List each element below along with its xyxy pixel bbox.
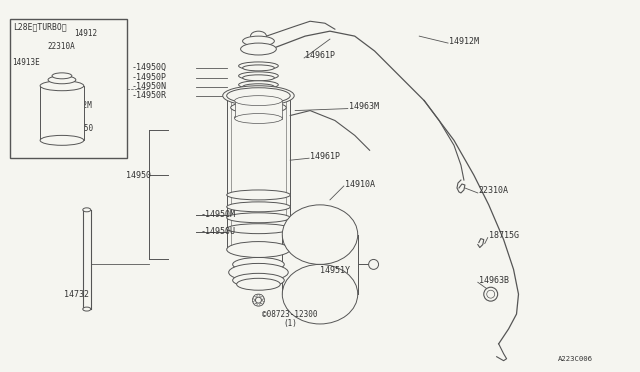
Text: 14912: 14912 — [74, 29, 97, 38]
Ellipse shape — [233, 257, 284, 271]
Ellipse shape — [40, 135, 84, 145]
Ellipse shape — [250, 31, 266, 41]
Ellipse shape — [282, 205, 358, 264]
Text: A223C006: A223C006 — [558, 356, 593, 362]
Circle shape — [255, 295, 257, 297]
Text: 14913E: 14913E — [12, 58, 40, 67]
Bar — [235, 101, 282, 119]
Circle shape — [484, 287, 498, 301]
Circle shape — [253, 294, 264, 306]
Bar — [40, 86, 84, 140]
Text: 22310A: 22310A — [47, 42, 75, 51]
Circle shape — [369, 259, 378, 269]
Text: 14732: 14732 — [64, 290, 89, 299]
Ellipse shape — [40, 81, 84, 91]
Text: 14910A: 14910A — [345, 180, 375, 189]
Ellipse shape — [227, 190, 290, 200]
Text: 22310A: 22310A — [479, 186, 509, 195]
Circle shape — [252, 299, 255, 301]
Ellipse shape — [227, 241, 290, 257]
Circle shape — [255, 303, 257, 306]
Ellipse shape — [83, 307, 91, 311]
Circle shape — [255, 297, 262, 303]
Ellipse shape — [235, 113, 282, 124]
Ellipse shape — [243, 93, 275, 99]
Ellipse shape — [227, 88, 290, 104]
Ellipse shape — [239, 72, 278, 80]
Ellipse shape — [227, 202, 290, 212]
Text: 18715G: 18715G — [489, 231, 519, 240]
Ellipse shape — [243, 75, 275, 81]
Text: -14950N: -14950N — [131, 82, 166, 91]
Ellipse shape — [227, 224, 290, 234]
Ellipse shape — [243, 84, 275, 90]
Text: 14963B: 14963B — [479, 276, 509, 285]
Circle shape — [262, 299, 264, 301]
Circle shape — [260, 303, 262, 306]
Ellipse shape — [239, 81, 278, 89]
Ellipse shape — [235, 96, 282, 106]
Ellipse shape — [227, 213, 290, 223]
Text: 14961P: 14961P — [310, 152, 340, 161]
Ellipse shape — [48, 76, 76, 84]
Text: 14950: 14950 — [70, 124, 93, 133]
Text: -14950U: -14950U — [201, 227, 236, 236]
Ellipse shape — [239, 62, 278, 70]
Ellipse shape — [243, 36, 275, 46]
Circle shape — [487, 290, 495, 298]
Ellipse shape — [241, 43, 276, 55]
Text: 14912M: 14912M — [64, 101, 92, 110]
Ellipse shape — [233, 273, 284, 287]
Ellipse shape — [228, 263, 288, 281]
Ellipse shape — [83, 208, 91, 212]
Ellipse shape — [223, 86, 294, 106]
Ellipse shape — [235, 113, 282, 122]
Circle shape — [260, 295, 262, 297]
Text: -14950R: -14950R — [131, 91, 166, 100]
Text: 14951Y: 14951Y — [320, 266, 350, 275]
Text: 14950: 14950 — [127, 171, 152, 180]
Ellipse shape — [239, 90, 278, 98]
Bar — [10, 19, 127, 158]
Text: 14961P: 14961P — [305, 51, 335, 61]
Ellipse shape — [282, 264, 358, 324]
Text: 14912M: 14912M — [449, 36, 479, 46]
Text: 14963M: 14963M — [349, 102, 379, 111]
Ellipse shape — [230, 102, 286, 113]
Text: -14950M: -14950M — [201, 210, 236, 219]
Text: L28E〈TURBO〉: L28E〈TURBO〉 — [13, 23, 67, 32]
Text: ©08723-12300: ©08723-12300 — [262, 310, 318, 318]
Text: -14950Q: -14950Q — [131, 63, 166, 73]
Text: -14950P: -14950P — [131, 73, 166, 82]
Ellipse shape — [52, 73, 72, 79]
Ellipse shape — [243, 65, 275, 71]
Text: (1): (1) — [284, 320, 297, 328]
Ellipse shape — [237, 278, 280, 290]
